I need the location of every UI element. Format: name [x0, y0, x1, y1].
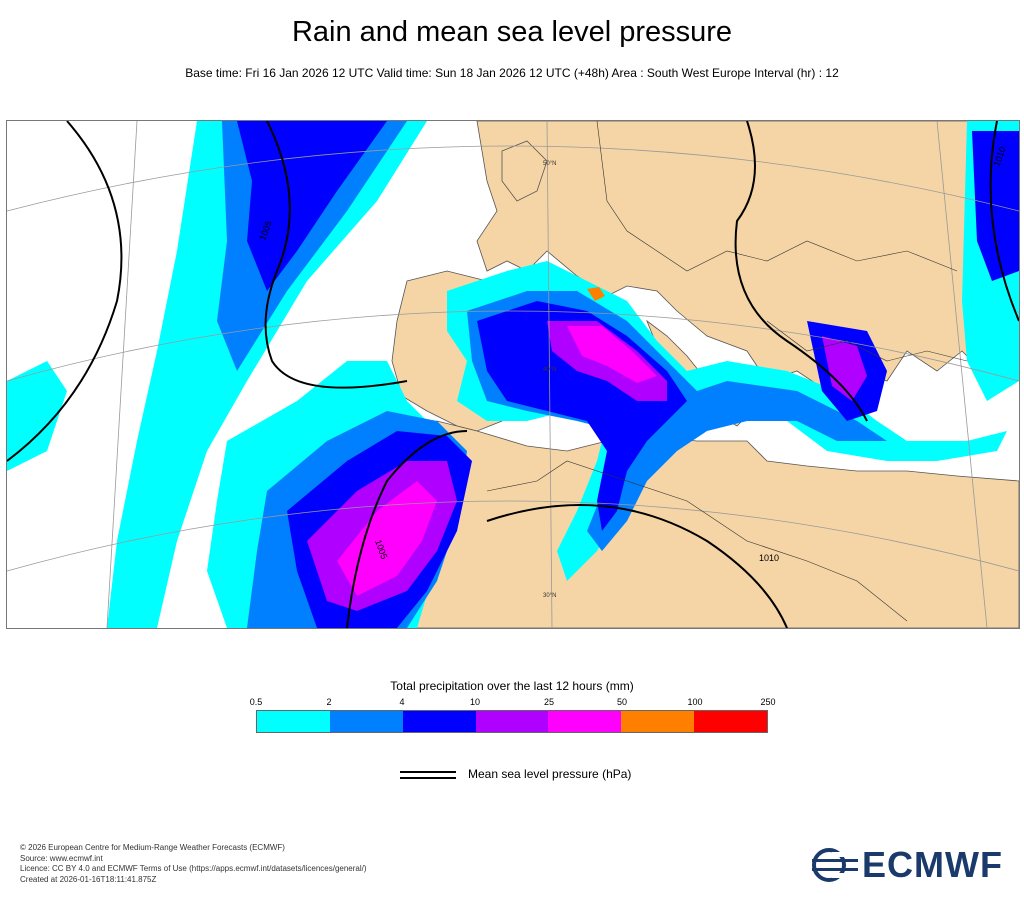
legend-swatch: [475, 711, 549, 732]
land-uk: [501, 140, 548, 202]
isobar-east: [989, 121, 1019, 322]
chart-subtitle: Base time: Fri 16 Jan 2026 12 UTC Valid …: [185, 66, 839, 80]
footer-source: Source: www.ecmwf.int: [20, 853, 103, 863]
pressure-legend-label: Mean sea level pressure (hPa): [468, 767, 632, 781]
lat-label-30: 30°N: [543, 593, 556, 599]
forecast-map[interactable]: 50°N 40°N 30°N 1005 1010 1005 1010: [6, 120, 1020, 629]
legend-title: Total precipitation over the last 12 hou…: [390, 679, 634, 693]
isobar-italy: [734, 121, 868, 422]
map-canvas: 50°N 40°N 30°N 1005 1010 1005 1010: [7, 121, 1019, 628]
precip-greece-east-heavy: [972, 131, 1019, 281]
ecmwf-logo: ECMWF: [812, 844, 1003, 885]
legend-swatch: [548, 711, 622, 732]
footer-credits: © 2026 European Centre for Medium-Range …: [20, 843, 367, 885]
precip-med-orange: [587, 287, 605, 301]
legend-swatch: [257, 711, 330, 732]
precipitation-field: [7, 121, 1019, 628]
ecmwf-logo-text: ECMWF: [862, 844, 1003, 885]
legend-tick: 50: [616, 697, 628, 707]
ecmwf-logo-icon: [812, 848, 858, 882]
legend-swatch: [329, 711, 403, 732]
precip-med-magenta: [567, 326, 657, 383]
legend-tick: 100: [687, 697, 703, 707]
lat-label-50: 50°N: [543, 161, 556, 167]
isobar-atlantic: [264, 121, 408, 389]
precip-far-west-light: [7, 361, 67, 471]
land-areas: [336, 121, 1019, 628]
isobar-africa: [486, 504, 788, 628]
isobar-label-2: 1010: [759, 553, 779, 563]
legend-ticks: 0.5 2 4 10 25 50 100 250: [250, 697, 776, 709]
precip-morocco-magenta: [337, 481, 437, 596]
isobar-northwest: [7, 121, 123, 462]
footer-licence: Licence: CC BY 4.0 and ECMWF Terms of Us…: [20, 864, 367, 873]
legend-tick: 2: [326, 697, 332, 707]
graticule: [7, 121, 1019, 628]
isobars: [7, 121, 1019, 628]
pressure-line-sample: [400, 777, 456, 779]
legend-tick: 250: [760, 697, 776, 707]
legend-swatch: [694, 711, 768, 732]
legend-tick: 4: [399, 697, 405, 707]
legend-tick: 0.5: [249, 697, 263, 707]
legend-tick: 25: [543, 697, 555, 707]
precip-ionian-purple: [822, 336, 867, 401]
legend-tick: 10: [469, 697, 481, 707]
footer-copyright: © 2026 European Centre for Medium-Range …: [20, 843, 285, 852]
isobar-morocco: [346, 430, 468, 628]
footer-created: Created at 2026-01-16T18:11:41.875Z: [20, 874, 157, 884]
latitude-labels: 50°N 40°N 30°N: [543, 161, 556, 599]
coastlines: [486, 121, 968, 622]
chart-title: Rain and mean sea level pressure: [291, 16, 733, 48]
precip-atlantic-north-heavy: [237, 121, 387, 291]
precip-atlantic-north-light: [107, 121, 427, 628]
legend-swatch: [402, 711, 476, 732]
legend-colorbar: [256, 710, 768, 733]
legend-swatch: [621, 711, 695, 732]
lat-label-40: 40°N: [543, 367, 556, 373]
pressure-line-sample: [400, 771, 456, 773]
